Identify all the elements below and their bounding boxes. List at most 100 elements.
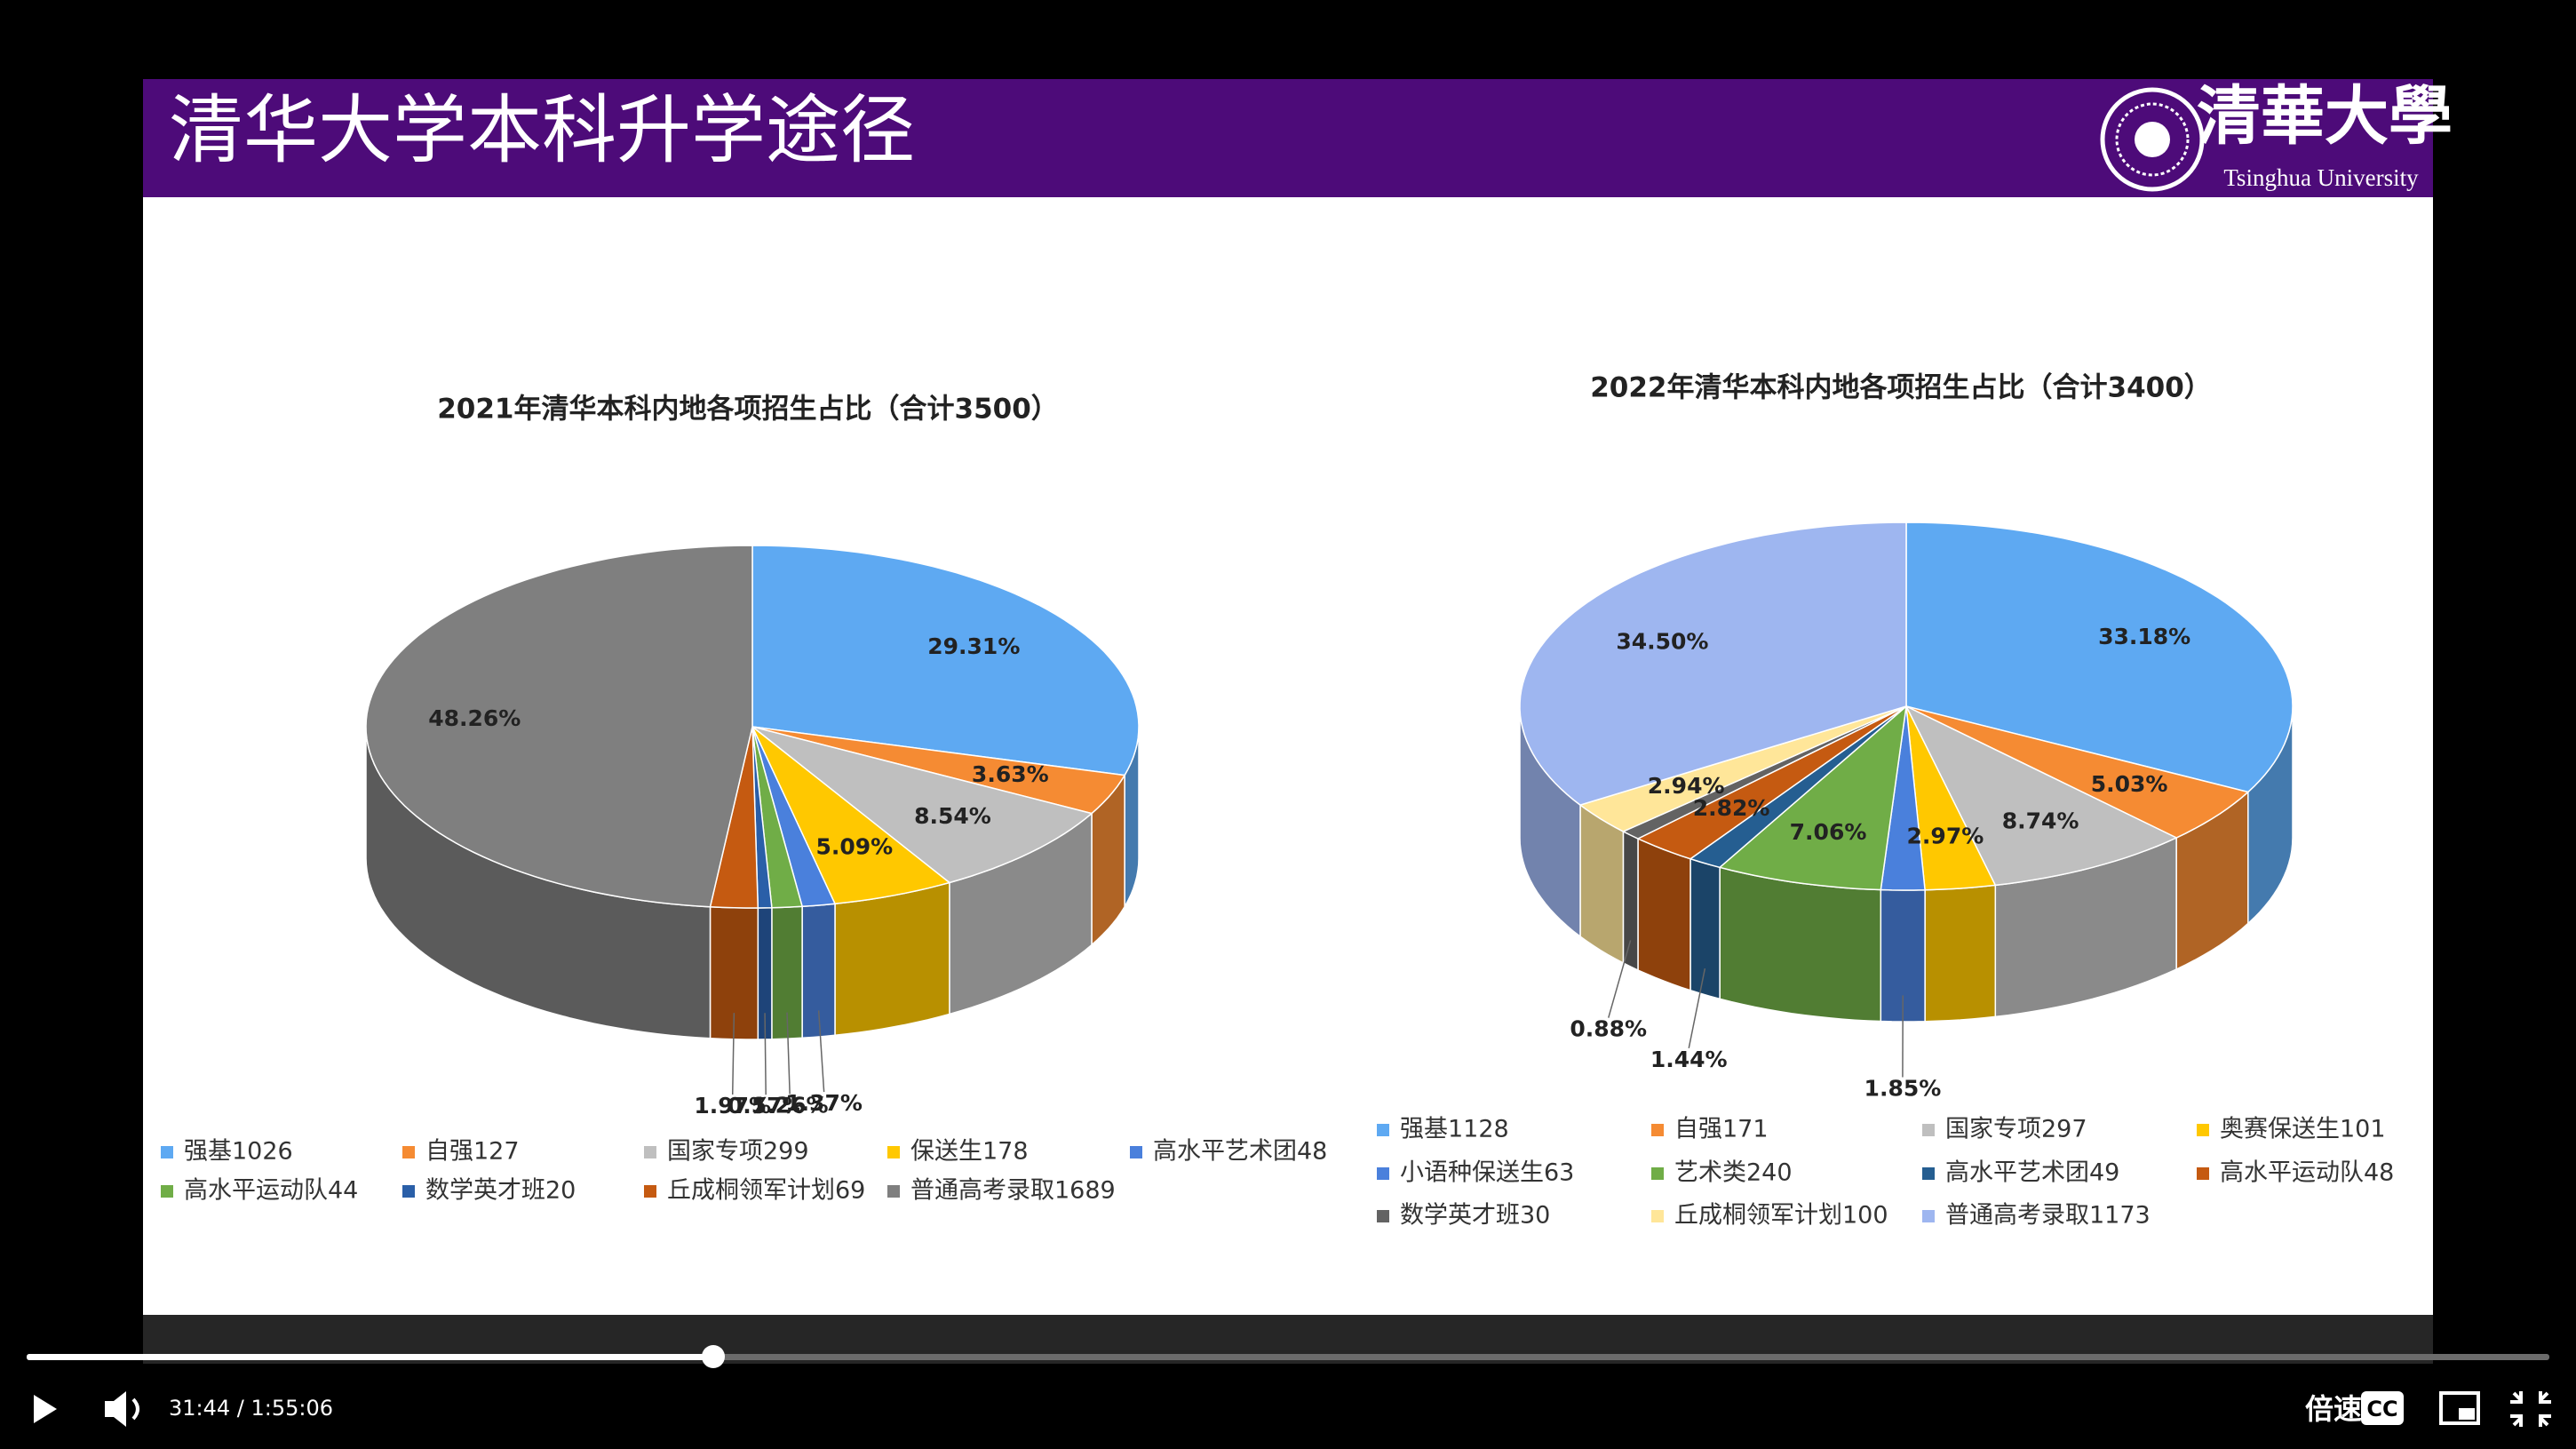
cc-label: CC [2366, 1397, 2397, 1421]
progress-knob[interactable] [702, 1345, 725, 1368]
pie-sides [365, 726, 1140, 1040]
legend-swatch [2197, 1167, 2209, 1180]
volume-wave [131, 1397, 139, 1421]
legend-swatch [1130, 1146, 1142, 1158]
pie-labels: 33.18% 5.03% 8.74% 2.97% 1.85% 7.06% 1.44% 2.82… [1570, 624, 2190, 1102]
volume-icon [105, 1391, 126, 1427]
logo-text: Tsinghua University [2223, 164, 2419, 191]
pie-slice [1905, 705, 2250, 839]
legend-label: 强基1026 [184, 1138, 293, 1166]
legend-label: 奥赛保送生101 [2220, 1116, 2386, 1143]
pie-chart: 2021年清华本科内地各项招生占比（合计3500） 29.31% 3.63% 8.54… [161, 394, 1327, 1205]
legend-label: 强基1128 [1400, 1116, 1509, 1143]
play-button[interactable] [34, 1395, 57, 1423]
legend-swatch [887, 1185, 900, 1198]
data-label: 8.54% [914, 803, 991, 829]
data-label: 8.74% [2002, 808, 2079, 834]
pie-slice [751, 545, 1140, 776]
data-label: 5.03% [2091, 771, 2168, 797]
legend-label: 普通高考录取1689 [910, 1177, 1116, 1205]
legend-swatch [644, 1146, 656, 1158]
legend-swatch [402, 1185, 415, 1198]
time-display: 31:44 / 1:55:06 [169, 1396, 333, 1421]
pie-slice-side [834, 881, 950, 1037]
data-label: 34.50% [1616, 628, 1708, 654]
pip-inner [2459, 1408, 2475, 1420]
legend-label: 小语种保送生63 [1400, 1159, 1574, 1187]
data-label: 0.57% [727, 1093, 805, 1119]
pie-slice [751, 726, 1126, 815]
pie-labels: 29.31% 3.63% 8.54% 5.09% 1.37%1.26%0.57%1.97… [428, 633, 1048, 1119]
legend-label: 高水平艺术团49 [1945, 1159, 2119, 1187]
slide-title: 清华大学本科升学途径 [169, 90, 915, 172]
legend-label: 数学英才班20 [425, 1177, 576, 1205]
legend-label: 国家专项299 [667, 1138, 809, 1166]
data-label: 5.09% [815, 834, 893, 860]
legend-swatch [1922, 1124, 1935, 1136]
legend-label: 丘成桐领军计划69 [667, 1177, 865, 1205]
legend-swatch [1922, 1210, 1935, 1222]
legend-swatch [1377, 1167, 1389, 1180]
data-label: 33.18% [2098, 624, 2190, 649]
exit-fullscreen-button[interactable] [2510, 1391, 2551, 1427]
legend-swatch [161, 1146, 173, 1158]
pie-slice [1905, 521, 2294, 793]
legend-label: 高水平运动队44 [184, 1177, 358, 1205]
legend-swatch [887, 1146, 900, 1158]
chart-title: 2021年清华本科内地各项招生占比（合计3500） [437, 394, 1059, 426]
legend-swatch [1377, 1124, 1389, 1136]
legend-label: 普通高考录取1173 [1945, 1202, 2151, 1230]
volume-button[interactable] [105, 1391, 139, 1427]
legend-label: 艺术类240 [1674, 1159, 1793, 1187]
pie-tops [1519, 521, 2294, 891]
logo-emblem-ring [2115, 102, 2190, 177]
legend: 强基1026 自强127 国家专项299 保送生178 高水平艺术团48 高水平运动队44… [161, 1138, 1327, 1205]
legend-swatch [644, 1185, 656, 1198]
data-label: 2.82% [1693, 795, 1770, 821]
legend-label: 高水平运动队48 [2220, 1159, 2394, 1187]
data-label: 1.97% [694, 1093, 771, 1119]
pie-slice [1905, 705, 1997, 891]
legend-label: 自强127 [425, 1138, 520, 1166]
legend-label: 数学英才班30 [1400, 1202, 1550, 1230]
pie-sides [1519, 705, 2294, 1023]
data-label: 3.63% [972, 761, 1049, 787]
legend-swatch [402, 1146, 415, 1158]
pie-slice [1718, 705, 1908, 891]
player-controls [0, 1315, 2576, 1449]
legend-swatch [2197, 1124, 2209, 1136]
data-label: 29.31% [927, 633, 1020, 659]
pie-slice [751, 726, 951, 905]
data-label: 0.88% [1570, 1016, 1647, 1042]
logo-emblem-core [2135, 122, 2170, 157]
logo-name: 清華大學 [2197, 82, 2453, 153]
legend-swatch [1922, 1167, 1935, 1180]
legend-swatch [1651, 1210, 1664, 1222]
pip-frame [2439, 1391, 2480, 1425]
pie-slice [1578, 705, 1907, 832]
pie-slice-side [1719, 866, 1882, 1023]
pip-button[interactable] [2439, 1391, 2480, 1425]
cc-button[interactable] [2361, 1391, 2404, 1425]
legend-label: 高水平艺术团48 [1153, 1138, 1327, 1166]
speed-button[interactable]: 倍速 [2305, 1392, 2362, 1426]
pie-slice-side [1622, 830, 1639, 972]
slide-header [143, 79, 2433, 197]
pie-slice-side [1637, 837, 1691, 991]
data-label: 7.06% [1790, 819, 1867, 845]
data-label: 2.94% [1648, 773, 1725, 799]
legend-label: 国家专项297 [1945, 1116, 2087, 1143]
data-label: 2.97% [1907, 824, 1984, 849]
data-label: 1.85% [1864, 1076, 1942, 1102]
progress-played [27, 1354, 713, 1360]
leader-line [817, 1010, 825, 1093]
data-label: 1.44% [1650, 1047, 1728, 1072]
leader-line [731, 1013, 735, 1095]
legend-label: 丘成桐领军计划100 [1674, 1202, 1888, 1230]
legend: 强基1128 自强171 国家专项297 奥赛保送生101 小语种保送生63 艺术类240… [1377, 1116, 2394, 1230]
pie-slice-side [1690, 857, 1721, 1000]
legend-swatch [1651, 1124, 1664, 1136]
leader-line [1608, 940, 1632, 1018]
